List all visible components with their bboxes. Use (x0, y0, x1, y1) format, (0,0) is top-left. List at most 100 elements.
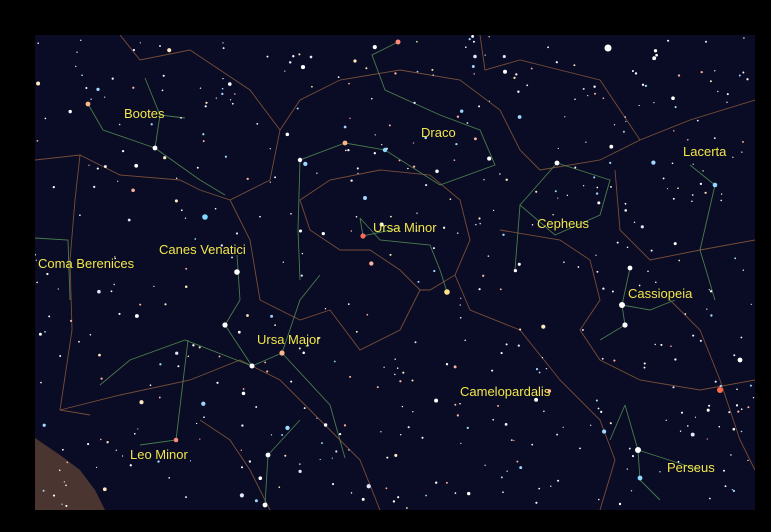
star (593, 85, 596, 88)
star (557, 147, 559, 150)
boundary (614, 169, 755, 261)
constellation-line (297, 41, 496, 281)
star (240, 466, 244, 469)
star (581, 329, 584, 331)
star (240, 449, 242, 451)
star (134, 314, 139, 318)
star (412, 165, 416, 168)
star (740, 430, 743, 433)
star (466, 426, 469, 430)
star (680, 411, 684, 414)
star (246, 314, 249, 317)
star (742, 140, 744, 143)
star (167, 48, 172, 53)
star (691, 194, 694, 196)
star (249, 363, 255, 369)
star (96, 87, 100, 92)
star (654, 343, 656, 346)
star (543, 410, 545, 413)
star (90, 98, 92, 100)
star (385, 487, 388, 490)
star (552, 213, 554, 216)
star (460, 297, 462, 299)
star (500, 352, 503, 355)
star (201, 401, 206, 406)
star (563, 261, 565, 264)
star (366, 484, 371, 489)
star (266, 55, 269, 58)
star (132, 48, 136, 52)
star (168, 477, 171, 479)
star (694, 416, 697, 418)
star (442, 226, 446, 229)
star (175, 177, 178, 180)
star (465, 46, 467, 48)
star (516, 460, 519, 463)
star (298, 347, 301, 350)
star (57, 288, 59, 290)
star (37, 42, 39, 44)
star (407, 426, 410, 429)
star (316, 417, 318, 419)
star (117, 180, 119, 182)
star (298, 229, 303, 233)
star (731, 488, 733, 491)
star (718, 425, 721, 428)
star (79, 214, 81, 217)
constellation-label: Camelopardalis (460, 384, 551, 399)
star (726, 101, 728, 104)
star (174, 199, 178, 203)
star (333, 360, 336, 363)
star (454, 403, 457, 406)
star (434, 398, 439, 403)
star (279, 350, 285, 356)
star (355, 215, 358, 218)
star (386, 456, 389, 459)
star (162, 74, 165, 77)
star (627, 265, 633, 271)
star (412, 142, 415, 144)
star (492, 209, 495, 212)
star (115, 449, 118, 452)
star (338, 432, 342, 436)
star (730, 454, 732, 456)
star (235, 232, 239, 235)
star (361, 497, 365, 501)
star (749, 384, 752, 387)
star (710, 314, 713, 317)
star (709, 290, 713, 293)
star (52, 185, 55, 189)
star (619, 302, 625, 308)
star (662, 177, 665, 180)
boundary (299, 169, 471, 291)
star (732, 427, 736, 431)
star (40, 381, 42, 384)
star (456, 414, 460, 417)
star (52, 494, 56, 497)
star (129, 464, 132, 467)
star (579, 447, 581, 450)
star (738, 74, 741, 77)
star (234, 269, 240, 275)
star (216, 381, 219, 384)
boundary (59, 359, 381, 510)
star (85, 101, 91, 107)
star (412, 411, 414, 413)
star (285, 132, 290, 137)
star (262, 502, 268, 508)
star (424, 136, 427, 140)
star (735, 404, 739, 407)
star (269, 181, 271, 183)
star (231, 102, 234, 105)
star (228, 82, 232, 86)
star (530, 67, 533, 70)
star (265, 452, 271, 458)
constellation-label: Coma Berenices (38, 256, 135, 271)
star (390, 215, 392, 218)
star (356, 167, 359, 170)
star (686, 138, 689, 141)
star (500, 476, 503, 479)
star (674, 358, 677, 361)
star (301, 252, 304, 255)
